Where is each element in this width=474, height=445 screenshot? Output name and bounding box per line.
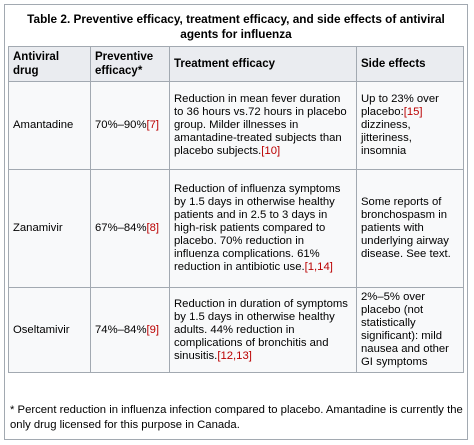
- header-row: Antiviral drug Preventive efficacy* Trea…: [8, 46, 464, 82]
- antiviral-table: Table 2. Preventive efficacy, treatment …: [8, 9, 464, 373]
- table-caption: Table 2. Preventive efficacy, treatment …: [27, 12, 445, 41]
- table-footnote: * Percent reduction in influenza infecti…: [10, 404, 463, 431]
- preventive-value: 70%–90%: [95, 119, 147, 131]
- reference-link[interactable]: [7]: [146, 119, 160, 131]
- reference-link[interactable]: [12,13]: [217, 349, 252, 362]
- header-treatment: Treatment efficacy: [169, 46, 357, 82]
- side-effects-text: Some reports of bronchospasm in patients…: [361, 196, 451, 260]
- treatment-text: Reduction in mean fever duration to 36 h…: [174, 93, 347, 157]
- preventive-value: 67%–84%: [95, 222, 147, 234]
- side-effects-text: Up to 23% over placebo:: [361, 93, 439, 118]
- side-effects-text-cont: dizziness, jitteriness, insomnia: [361, 119, 412, 157]
- table-frame: Table 2. Preventive efficacy, treatment …: [4, 4, 468, 440]
- side-effects-text: 2%–5% over placebo (not statistically si…: [361, 291, 449, 368]
- header-side-effects: Side effects: [356, 46, 464, 82]
- table-row: Amantadine 70%–90%[7] Reduction in mean …: [8, 81, 464, 170]
- table-row: Oseltamivir 74%–84%[9] Reduction in dura…: [8, 287, 464, 373]
- preventive-efficacy: 70%–90%[7]: [90, 81, 170, 170]
- reference-link[interactable]: [8]: [146, 222, 160, 234]
- table-row: Zanamivir 67%–84%[8] Reduction of influe…: [8, 169, 464, 288]
- reference-link[interactable]: [1,14]: [304, 261, 333, 273]
- drug-name: Oseltamivir: [8, 287, 91, 373]
- preventive-efficacy: 74%–84%[9]: [90, 287, 170, 373]
- side-effects: Some reports of bronchospasm in patients…: [356, 169, 464, 288]
- treatment-text: Reduction in duration of symptoms by 1.5…: [174, 297, 348, 362]
- header-preventive: Preventive efficacy*: [90, 46, 170, 82]
- drug-name: Zanamivir: [8, 169, 91, 288]
- preventive-efficacy: 67%–84%[8]: [90, 169, 170, 288]
- side-effects: Up to 23% over placebo:[15] dizziness, j…: [356, 81, 464, 170]
- reference-link[interactable]: [9]: [146, 323, 160, 336]
- reference-link[interactable]: [15]: [403, 106, 423, 118]
- treatment-text: Reduction of influenza symptoms by 1.5 d…: [174, 183, 341, 273]
- treatment-efficacy: Reduction in mean fever duration to 36 h…: [169, 81, 357, 170]
- reference-link[interactable]: [10]: [261, 145, 281, 157]
- preventive-value: 74%–84%: [95, 323, 147, 336]
- treatment-efficacy: Reduction in duration of symptoms by 1.5…: [169, 287, 357, 373]
- side-effects: 2%–5% over placebo (not statistically si…: [356, 287, 464, 373]
- drug-name: Amantadine: [8, 81, 91, 170]
- header-drug: Antiviral drug: [8, 46, 91, 82]
- treatment-efficacy: Reduction of influenza symptoms by 1.5 d…: [169, 169, 357, 288]
